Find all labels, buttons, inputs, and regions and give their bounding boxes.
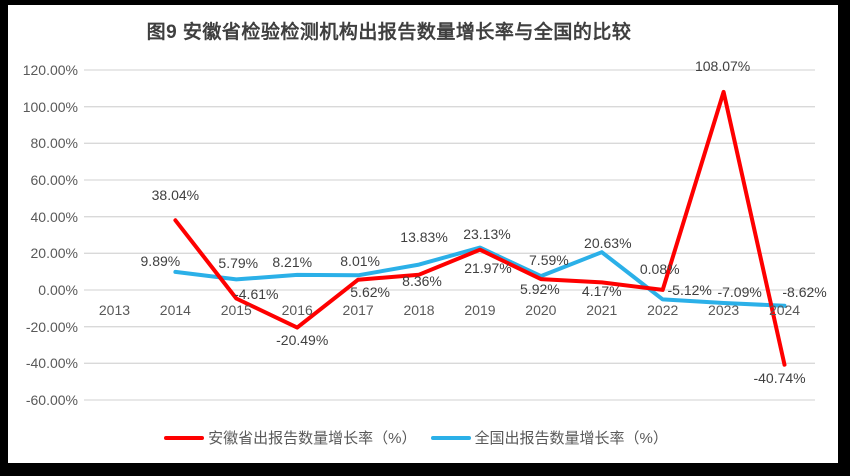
data-label: -8.62% <box>782 283 827 300</box>
y-axis-tick-label: 80.00% <box>30 135 78 152</box>
x-axis-tick-label: 2022 <box>647 302 679 318</box>
data-label: -20.49% <box>276 331 329 348</box>
data-label: 21.97% <box>464 259 512 276</box>
data-label: 5.92% <box>520 281 560 298</box>
chart-title: 图9 安徽省检验检测机构出报告数量增长率与全国的比较 <box>146 22 632 43</box>
data-label: 20.63% <box>584 235 632 252</box>
series-line-national <box>173 245 787 308</box>
x-axis-tick-label: 2023 <box>708 302 740 318</box>
data-label: 4.17% <box>581 283 622 300</box>
data-label: 5.79% <box>218 255 259 272</box>
legend-swatch-anhui <box>164 435 205 440</box>
x-axis-tick-label: 2016 <box>281 302 313 318</box>
legend-label-national: 全国出报告数量增长率（%） <box>474 430 668 447</box>
y-axis-tick-label: 0.00% <box>38 282 78 298</box>
data-label: 0.08% <box>639 260 680 277</box>
data-label: 7.59% <box>529 252 569 269</box>
legend-item-anhui: 安徽省出报告数量增长率（%） <box>164 427 417 448</box>
legend-label-anhui: 安徽省出报告数量增长率（%） <box>208 430 417 447</box>
x-axis-tick-label: 2013 <box>98 302 131 318</box>
y-axis-tick-label: 120.00% <box>22 62 78 78</box>
x-axis-tick-label: 2020 <box>525 302 557 318</box>
x-axis-tick-label: 2015 <box>220 302 252 318</box>
data-label: 108.07% <box>694 57 751 74</box>
chart-canvas: 图9 安徽省检验检测机构出报告数量增长率与全国的比较 120.00% 100.00… <box>8 5 838 463</box>
x-axis-tick-label: 2017 <box>342 302 374 318</box>
data-label: 13.83% <box>400 228 448 245</box>
y-axis-tick-label: 20.00% <box>30 245 78 262</box>
plot-area <box>84 69 815 401</box>
y-axis-tick-label: 40.00% <box>30 208 78 225</box>
data-label: 5.62% <box>350 283 390 300</box>
data-label: -7.09% <box>717 283 762 300</box>
legend: 安徽省出报告数量增长率（%） 全国出报告数量增长率（%） <box>8 427 838 448</box>
data-label: 8.36% <box>402 272 442 289</box>
data-label: 23.13% <box>463 225 511 242</box>
x-axis-tick-label: 2014 <box>159 302 191 318</box>
y-axis-tick-label: -20.00% <box>25 318 78 335</box>
data-label: -5.12% <box>667 282 712 299</box>
data-label: -40.74% <box>753 369 806 386</box>
data-label: 8.21% <box>272 253 313 270</box>
y-axis-tick-label: -60.00% <box>25 391 78 408</box>
series-line-anhui <box>173 89 787 367</box>
data-label: 38.04% <box>151 187 200 204</box>
legend-item-national: 全国出报告数量增长率（%） <box>430 427 668 448</box>
x-axis-tick-label: 2024 <box>768 302 801 318</box>
legend-swatch-national <box>430 435 471 440</box>
data-label: 8.01% <box>340 253 380 270</box>
y-axis-tick-label: 100.00% <box>22 98 78 115</box>
y-axis-tick-label: 60.00% <box>30 172 78 188</box>
y-axis-tick-label: -40.00% <box>25 355 78 372</box>
data-label: 9.89% <box>140 252 181 269</box>
x-axis-tick-label: 2021 <box>586 302 618 318</box>
x-axis-tick-label: 2019 <box>464 302 496 318</box>
x-axis-tick-label: 2018 <box>403 302 435 318</box>
data-label: -4.61% <box>234 286 279 303</box>
